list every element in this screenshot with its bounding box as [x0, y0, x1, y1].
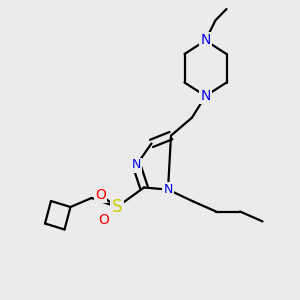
Text: O: O: [98, 213, 109, 226]
Text: N: N: [132, 158, 141, 172]
Text: N: N: [200, 89, 211, 103]
Text: S: S: [112, 198, 122, 216]
Text: N: N: [163, 183, 173, 196]
Text: N: N: [200, 34, 211, 47]
Text: O: O: [95, 188, 106, 202]
